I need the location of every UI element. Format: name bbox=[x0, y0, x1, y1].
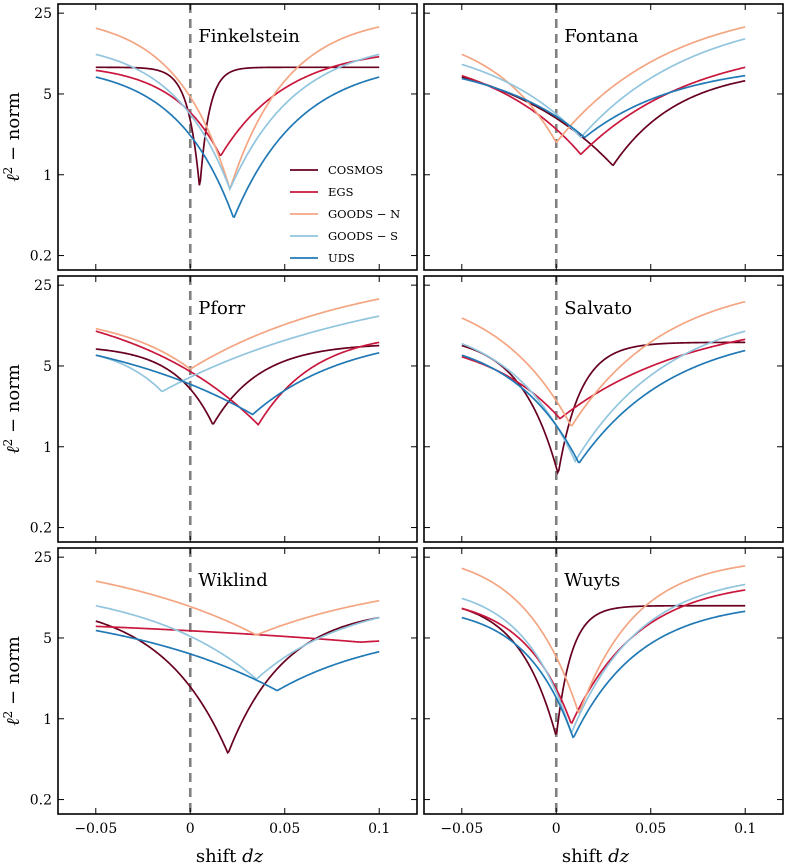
series-line-goodss bbox=[95, 53, 380, 192]
panel-salvato: Salvato bbox=[423, 275, 784, 543]
series-line-goodsn bbox=[95, 26, 380, 192]
panel-pforr: 0.2 1 5 25 Pforr ℓ2 − norm bbox=[1, 275, 418, 543]
series-line-cosmos bbox=[461, 341, 746, 475]
panel-frame bbox=[423, 3, 784, 271]
x-tick-label: −0.05 bbox=[74, 821, 117, 837]
y-tick-label: 5 bbox=[43, 87, 52, 103]
legend-label: UDS bbox=[328, 251, 355, 265]
legend: COSMOS EGS GOODS − N GOODS − S UDS bbox=[290, 163, 400, 265]
panel-finkelstein: 0.2 1 5 25 Finkelstein ℓ2 − norm COSMOS EGS GOOD… bbox=[1, 3, 418, 271]
y-axis-title: ℓ2 − norm bbox=[1, 92, 24, 182]
series-line-goodsn bbox=[95, 580, 380, 636]
series-line-uds bbox=[461, 74, 746, 139]
x-tick-label: 0 bbox=[552, 821, 561, 837]
x-tick-label: −0.05 bbox=[440, 821, 483, 837]
series-line-goodss bbox=[95, 604, 380, 680]
y-axis-title: ℓ2 − norm bbox=[1, 364, 24, 454]
series-line-goodsn bbox=[461, 565, 746, 714]
x-axis-title: shift dz bbox=[196, 846, 264, 867]
x-axis-title: shift dz bbox=[562, 846, 630, 867]
series-line-goodsn bbox=[95, 298, 380, 370]
panel-title: Finkelstein bbox=[198, 26, 300, 47]
panel-title: Pforr bbox=[198, 298, 245, 319]
panel-frame bbox=[57, 275, 418, 543]
x-tick-label: 0.05 bbox=[635, 821, 666, 837]
y-tick-label: 0.2 bbox=[30, 793, 52, 809]
y-tick-label: 25 bbox=[34, 550, 52, 566]
x-tick-label: 0.05 bbox=[269, 821, 300, 837]
panel-title: Fontana bbox=[564, 26, 638, 47]
series-line-uds bbox=[461, 349, 746, 464]
panel-wiklind: −0.05 0 0.05 0.1 0.2 1 5 25 Wiklind ℓ2 − norm shif… bbox=[1, 547, 418, 867]
y-tick-label: 0.2 bbox=[30, 249, 52, 265]
series-line-cosmos bbox=[95, 616, 380, 755]
series-line-uds bbox=[95, 351, 380, 416]
series-line-uds bbox=[95, 76, 380, 219]
x-tick-label: 0 bbox=[186, 821, 195, 837]
series-line-cosmos bbox=[461, 604, 746, 736]
series-line-egs bbox=[461, 66, 746, 156]
series-line-egs bbox=[461, 338, 746, 420]
series-line-egs bbox=[95, 55, 380, 157]
series-line-egs bbox=[461, 589, 746, 725]
panel-title: Wiklind bbox=[198, 570, 267, 591]
legend-label: GOODS − S bbox=[328, 229, 398, 243]
panel-frame bbox=[423, 275, 784, 543]
panel-fontana: Fontana bbox=[423, 3, 784, 271]
series-line-goodss bbox=[461, 37, 746, 139]
series-line-goodsn bbox=[461, 300, 746, 427]
panel-frame bbox=[423, 547, 784, 815]
panel-title: Wuyts bbox=[564, 570, 620, 591]
series-line-egs bbox=[95, 330, 380, 427]
series-line-goodss bbox=[461, 330, 746, 464]
y-axis-title: ℓ2 − norm bbox=[1, 636, 24, 726]
series-line-goodss bbox=[461, 583, 746, 734]
series-line-cosmos bbox=[95, 344, 380, 425]
y-tick-label: 1 bbox=[43, 168, 52, 184]
series-line-uds bbox=[95, 629, 380, 692]
panel-frame bbox=[57, 547, 418, 815]
y-tick-label: 1 bbox=[43, 712, 52, 728]
y-tick-label: 25 bbox=[34, 278, 52, 294]
y-tick-label: 5 bbox=[43, 359, 52, 375]
y-tick-label: 5 bbox=[43, 631, 52, 647]
panel-title: Salvato bbox=[564, 298, 632, 319]
panel-frame bbox=[57, 3, 418, 271]
y-tick-label: 25 bbox=[34, 6, 52, 22]
panel-wuyts: −0.05 0 0.05 0.1 Wuyts shift dz bbox=[423, 547, 784, 867]
series-line-goodss bbox=[95, 315, 380, 393]
series-line-uds bbox=[461, 610, 746, 739]
x-tick-label: 0.1 bbox=[368, 821, 390, 837]
series-line-egs bbox=[95, 625, 380, 643]
x-tick-label: 0.1 bbox=[734, 821, 756, 837]
legend-label: EGS bbox=[328, 185, 354, 199]
y-tick-label: 0.2 bbox=[30, 521, 52, 537]
y-tick-label: 1 bbox=[43, 440, 52, 456]
legend-label: COSMOS bbox=[328, 163, 383, 177]
legend-label: GOODS − N bbox=[328, 207, 400, 221]
